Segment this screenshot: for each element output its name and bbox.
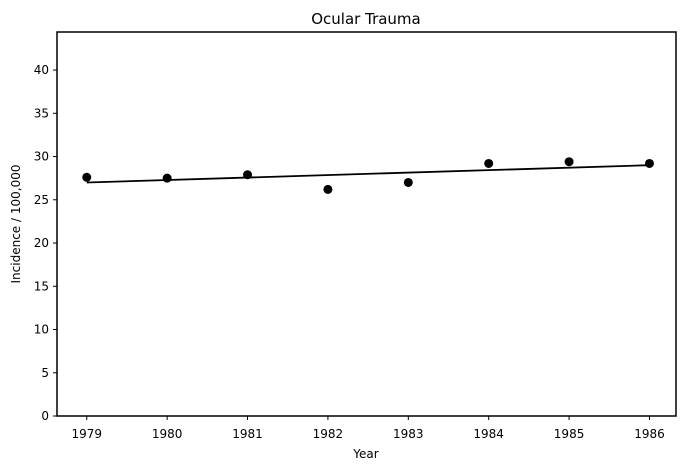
y-axis-ticks: 0 5 10 15 20 25 30 35 40 bbox=[34, 63, 57, 423]
data-point bbox=[564, 157, 574, 167]
y-tick-label: 5 bbox=[41, 366, 49, 380]
data-point bbox=[484, 158, 494, 168]
data-point bbox=[323, 184, 333, 194]
y-tick-label: 30 bbox=[34, 150, 49, 164]
y-axis-label: Incidence / 100,000 bbox=[9, 165, 23, 284]
x-tick-label: 1982 bbox=[313, 427, 344, 441]
y-tick-label: 0 bbox=[41, 409, 49, 423]
x-tick-label: 1984 bbox=[473, 427, 504, 441]
data-points-layer bbox=[82, 157, 654, 194]
trend-line bbox=[86, 164, 650, 184]
y-tick-label: 40 bbox=[34, 63, 49, 77]
x-tick-label: 1981 bbox=[232, 427, 263, 441]
x-tick-label: 1985 bbox=[554, 427, 585, 441]
trend-line-layer bbox=[86, 164, 650, 184]
x-axis-ticks: 1979 1980 1981 1982 1983 1984 1985 1986 bbox=[71, 416, 665, 441]
plot-frame bbox=[56, 31, 677, 417]
x-tick-label: 1986 bbox=[634, 427, 665, 441]
x-axis-label: Year bbox=[352, 447, 378, 461]
y-tick-label: 15 bbox=[34, 279, 49, 293]
x-tick-label: 1983 bbox=[393, 427, 424, 441]
x-tick-label: 1979 bbox=[71, 427, 102, 441]
data-point bbox=[644, 158, 654, 168]
y-tick-label: 20 bbox=[34, 236, 49, 250]
y-tick-label: 10 bbox=[34, 323, 49, 337]
data-point bbox=[82, 172, 92, 182]
chart-title: Ocular Trauma bbox=[311, 10, 420, 28]
data-point bbox=[243, 170, 253, 180]
data-point bbox=[162, 173, 172, 183]
y-tick-label: 25 bbox=[34, 193, 49, 207]
x-tick-label: 1980 bbox=[152, 427, 183, 441]
y-tick-label: 35 bbox=[34, 106, 49, 120]
data-point bbox=[403, 177, 413, 187]
